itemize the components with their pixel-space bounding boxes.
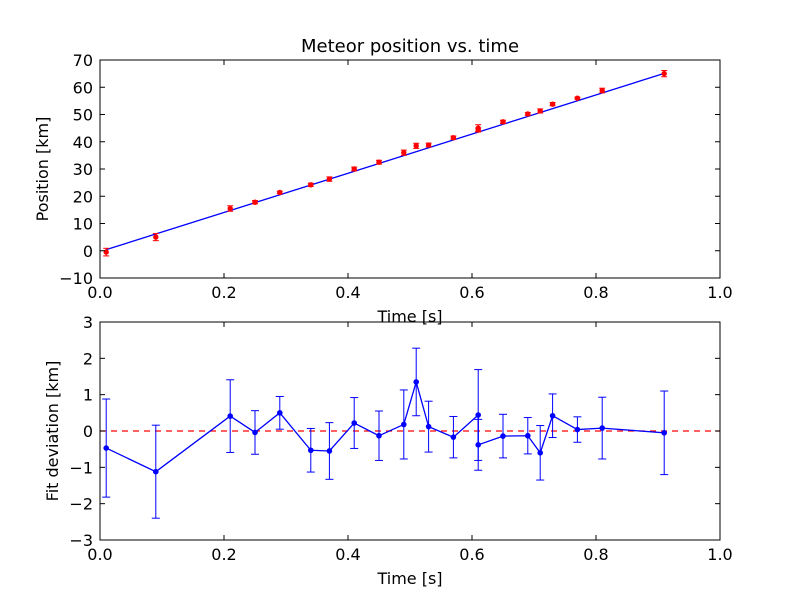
y-tick-label: 30	[73, 160, 93, 179]
x-axis-label: Time [s]	[376, 569, 442, 588]
data-point	[500, 119, 506, 125]
x-tick-label: 0.6	[459, 545, 484, 564]
data-point	[574, 426, 581, 433]
y-tick-label: 0	[83, 422, 93, 441]
data-point	[376, 432, 382, 439]
y-tick-label: −10	[59, 269, 93, 288]
x-axis-label: Time [s]	[376, 307, 442, 326]
y-tick-label: 20	[73, 187, 93, 206]
y-tick-label: 3	[83, 313, 93, 332]
plot-area	[100, 347, 720, 519]
data-point	[277, 189, 283, 196]
y-tick-label: 50	[73, 106, 93, 125]
y-tick-label: 40	[73, 133, 93, 152]
data-point	[227, 205, 233, 212]
deviation-line	[105, 379, 665, 473]
data-point	[599, 87, 605, 94]
x-tick-label: 0.8	[583, 545, 608, 564]
data-point	[661, 70, 667, 77]
y-tick-label: 10	[73, 215, 93, 234]
position-chart: Meteor position vs. time 0.0 0.2 0.4 0.6 0.8…	[33, 36, 733, 326]
y-tick-label: 2	[83, 349, 93, 368]
data-point	[549, 101, 556, 107]
data-point	[413, 143, 419, 149]
data-point	[252, 199, 258, 205]
data-point	[425, 423, 432, 430]
x-tick-label: 0.6	[459, 283, 484, 302]
y-tick-label: 70	[73, 51, 93, 70]
y-axis-label: Fit deviation [km]	[43, 361, 62, 502]
data-point	[425, 142, 432, 148]
data-point	[401, 149, 407, 156]
plot-area	[103, 69, 668, 257]
fit-line	[106, 72, 665, 251]
data-point	[450, 134, 457, 141]
data-point	[326, 176, 333, 182]
axis-ticks: 0.0 0.2 0.4 0.6 0.8 1.0 −3 −2 −1 0 1 2 3	[69, 313, 732, 564]
x-tick-label: 0.0	[87, 283, 112, 302]
data-point	[525, 111, 531, 117]
data-point	[475, 442, 482, 448]
y-tick-label: −3	[69, 531, 93, 550]
data-point	[308, 447, 314, 454]
data-point	[351, 420, 358, 426]
data-point	[277, 410, 283, 416]
x-tick-label: 0.2	[211, 283, 236, 302]
y-axis-label: Position [km]	[33, 117, 52, 222]
x-tick-label: 0.2	[211, 545, 236, 564]
data-point	[475, 127, 481, 133]
x-tick-label: 0.0	[87, 545, 112, 564]
y-tick-label: 1	[83, 386, 93, 405]
data-point	[103, 249, 109, 255]
data-point	[599, 425, 606, 431]
x-tick-label: 0.8	[583, 283, 608, 302]
data-point	[574, 95, 581, 101]
x-tick-label: 0.4	[335, 283, 360, 302]
data-point	[153, 468, 159, 475]
data-point	[376, 159, 382, 165]
data-point	[252, 429, 258, 436]
y-tick-label: −1	[69, 458, 93, 477]
data-point	[475, 412, 482, 418]
data-point	[661, 430, 668, 436]
data-point	[549, 412, 556, 419]
x-tick-label: 1.0	[707, 545, 732, 564]
data-point	[500, 433, 506, 439]
axis-ticks: 0.0 0.2 0.4 0.6 0.8 1.0 −10 0 10 20 30 40 50 60 70	[59, 51, 732, 302]
data-point	[326, 448, 333, 454]
y-tick-label: 0	[83, 242, 93, 261]
deviation-chart: 0.0 0.2 0.4 0.6 0.8 1.0 −3 −2 −1 0 1 2 3 Time [s] Fi…	[43, 313, 733, 588]
data-point	[450, 434, 457, 440]
data-point	[153, 234, 159, 240]
data-point	[227, 413, 233, 419]
data-point	[351, 166, 357, 172]
x-tick-label: 0.4	[335, 545, 360, 564]
data-point	[103, 445, 109, 451]
chart-title: Meteor position vs. time	[301, 36, 519, 57]
y-tick-label: −2	[69, 495, 93, 514]
data-point	[308, 182, 314, 188]
data-point	[525, 432, 531, 439]
data-point	[401, 421, 407, 428]
x-tick-label: 1.0	[707, 283, 732, 302]
data-point	[413, 379, 420, 385]
y-tick-label: 60	[73, 78, 93, 97]
data-point	[537, 108, 543, 114]
data-point	[537, 450, 544, 456]
